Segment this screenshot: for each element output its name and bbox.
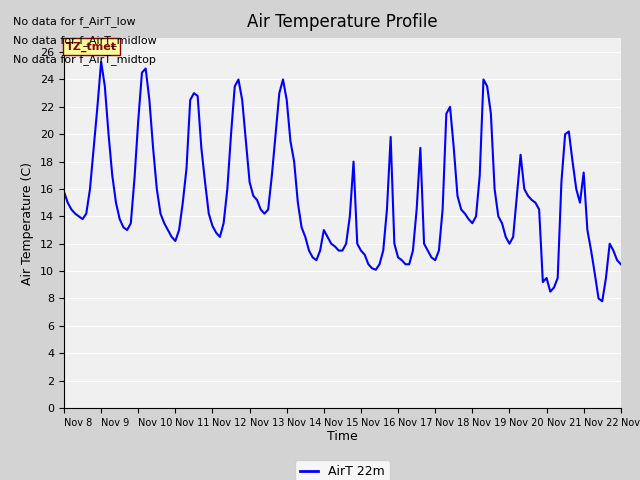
Text: No data for f_AirT_midtop: No data for f_AirT_midtop xyxy=(13,54,156,65)
Title: Air Temperature Profile: Air Temperature Profile xyxy=(247,13,438,31)
Text: No data for f_AirT_low: No data for f_AirT_low xyxy=(13,16,136,27)
X-axis label: Time: Time xyxy=(327,431,358,444)
Legend: AirT 22m: AirT 22m xyxy=(294,460,390,480)
Text: No data for f_AirT_midlow: No data for f_AirT_midlow xyxy=(13,35,157,46)
Y-axis label: Air Temperature (C): Air Temperature (C) xyxy=(22,162,35,285)
Text: TZ_tmet: TZ_tmet xyxy=(66,41,117,52)
